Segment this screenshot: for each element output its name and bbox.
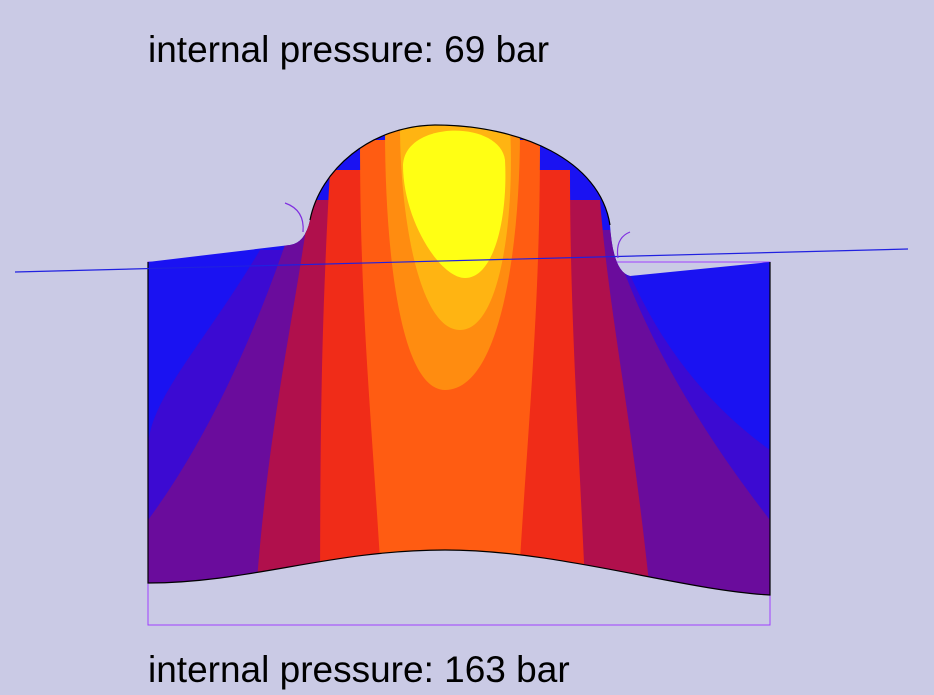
fillet-arc (618, 232, 631, 258)
simulation-view: internal pressure: 69 bar internal press… (0, 0, 934, 695)
page: {"top_label": "internal pressure: 69 bar… (0, 0, 934, 695)
bottom-label: internal pressure: 163 bar (148, 649, 570, 690)
stress-contours (140, 110, 780, 695)
top-label: internal pressure: 69 bar (148, 29, 549, 70)
fillet-arc (285, 203, 303, 232)
